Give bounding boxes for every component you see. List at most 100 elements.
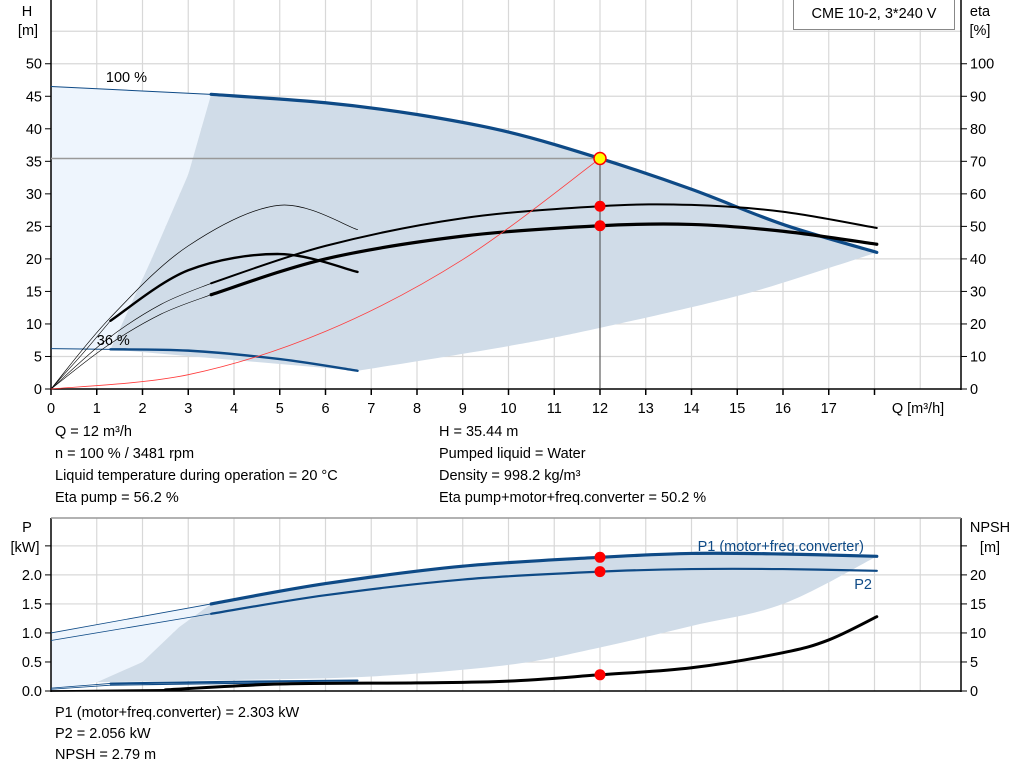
readout-eta-total: Eta pump+motor+freq.converter = 50.2 % <box>439 490 707 506</box>
curve-eta_pump_100-extension <box>50 283 212 390</box>
y-right-tick-label: 40 <box>970 252 986 268</box>
y-left-tick-label: 20 <box>26 252 42 268</box>
y-right-tick-label: 20 <box>970 317 986 333</box>
y-left-tick-label: 2.0 <box>22 568 42 584</box>
curve-eta_total_100-extension <box>50 294 212 390</box>
readout-p2: P2 = 2.056 kW <box>55 726 151 742</box>
x-tick-label: 1 <box>93 401 101 417</box>
x-tick-label: 14 <box>683 401 699 417</box>
curve-NPSH <box>163 615 879 692</box>
x-tick-label: 10 <box>500 401 516 417</box>
x-tick-label: 6 <box>321 401 329 417</box>
y-left-tick-label: 30 <box>26 187 42 203</box>
x-tick-label: 0 <box>47 401 55 417</box>
npsh-axis-unit: [m] <box>980 540 1000 556</box>
legend-p2: P2 <box>854 577 872 593</box>
duty-point-p1 <box>594 551 606 563</box>
x-tick-label: 16 <box>775 401 791 417</box>
duty-point-head <box>593 151 607 166</box>
y-right-tick-label: 20 <box>970 568 986 584</box>
y-axis-left-label: H <box>22 4 32 20</box>
curve-P1 <box>209 551 879 606</box>
y-left-tick-label: 35 <box>26 154 42 170</box>
readout-head: H = 35.44 m <box>439 424 519 440</box>
area-operating-range <box>96 553 877 683</box>
y-right-tick-label: 80 <box>970 122 986 138</box>
y-right-tick-label: 70 <box>970 154 986 170</box>
legend-p1: P1 (motor+freq.converter) <box>698 539 864 555</box>
y-left-tick-label: 10 <box>26 317 42 333</box>
curve-P1-extension <box>50 603 212 634</box>
x-tick-label: 17 <box>821 401 837 417</box>
y-axis-right-label: eta <box>970 4 991 20</box>
y-left-tick-label: 5 <box>34 349 42 365</box>
x-tick-label: 7 <box>367 401 375 417</box>
y-axis-right-unit: [%] <box>970 23 991 39</box>
y-right-tick-label: 50 <box>970 219 986 235</box>
curve-eta_total_100 <box>209 222 879 297</box>
curve-P1_36-extension <box>50 683 111 689</box>
x-tick-label: 15 <box>729 401 745 417</box>
npsh-axis-label: NPSH <box>970 520 1010 536</box>
y-right-tick-label: 5 <box>970 655 978 671</box>
x-tick-label: 11 <box>547 401 562 417</box>
x-tick-label: 8 <box>413 401 421 417</box>
x-axis-label: Q [m³/h] <box>892 401 944 417</box>
curve-H_100 <box>209 92 879 254</box>
p-axis-label: P <box>22 520 32 536</box>
readout-temperature: Liquid temperature during operation = 20… <box>55 468 338 484</box>
y-right-tick-label: 10 <box>970 626 986 642</box>
y-left-tick-label: 1.5 <box>22 597 42 613</box>
readout-eta-pump: Eta pump = 56.2 % <box>55 490 179 506</box>
y-right-tick-label: 0 <box>970 382 978 398</box>
curve-P1_36 <box>109 679 359 685</box>
y-left-tick-label: 15 <box>26 284 42 300</box>
y-right-tick-label: 0 <box>970 684 978 700</box>
y-right-tick-label: 60 <box>970 187 986 203</box>
y-left-tick-label: 0.0 <box>22 684 42 700</box>
curve-eta_total_36 <box>109 252 359 322</box>
x-tick-label: 13 <box>638 401 654 417</box>
p-axis-unit: [kW] <box>11 540 40 556</box>
readout-speed: n = 100 % / 3481 rpm <box>55 446 195 462</box>
duty-point-npsh <box>594 669 606 681</box>
y-right-tick-label: 90 <box>970 89 986 105</box>
x-tick-label: 12 <box>592 401 608 417</box>
speed-label: 100 % <box>106 70 147 86</box>
y-left-tick-label: 1.0 <box>22 626 42 642</box>
readout-p1: P1 (motor+freq.converter) = 2.303 kW <box>55 705 300 721</box>
readout-q: Q = 12 m³/h <box>55 424 132 440</box>
y-left-tick-label: 50 <box>26 57 42 73</box>
y-left-tick-label: 25 <box>26 219 42 235</box>
y-axis-left-unit: [m] <box>18 23 38 39</box>
curve-eta_pump_36 <box>50 204 358 390</box>
x-tick-label: 4 <box>230 401 238 417</box>
duty-point-eta-pump <box>594 200 606 212</box>
x-tick-label: 3 <box>184 401 192 417</box>
curve-system_curve <box>50 158 601 390</box>
y-left-tick-label: 0 <box>34 382 42 398</box>
x-tick-label: 5 <box>276 401 284 417</box>
curve-H_36 <box>109 348 359 372</box>
y-right-tick-label: 10 <box>970 349 986 365</box>
y-right-tick-label: 30 <box>970 284 986 300</box>
readout-density: Density = 998.2 kg/m³ <box>439 468 581 484</box>
y-right-tick-label: 15 <box>970 597 986 613</box>
readout-npsh: NPSH = 2.79 m <box>55 747 157 763</box>
curve-P2_36-extension <box>50 684 111 690</box>
curve-P2 <box>210 567 878 615</box>
duty-point-p2 <box>594 566 606 578</box>
y-left-tick-label: 0.5 <box>22 655 42 671</box>
area-extended-range <box>51 86 212 350</box>
curve-P2-extension <box>50 613 212 641</box>
speed-label: 36 % <box>97 333 130 349</box>
duty-point-eta-total <box>594 220 606 232</box>
y-left-tick-label: 45 <box>26 89 42 105</box>
x-tick-label: 9 <box>459 401 467 417</box>
curve-eta_pump_100 <box>210 203 878 285</box>
curve-eta_total_36-extension <box>50 320 111 390</box>
x-tick-label: 2 <box>138 401 146 417</box>
y-right-tick-label: 100 <box>970 57 994 73</box>
curve-H_100-extension <box>50 86 212 95</box>
